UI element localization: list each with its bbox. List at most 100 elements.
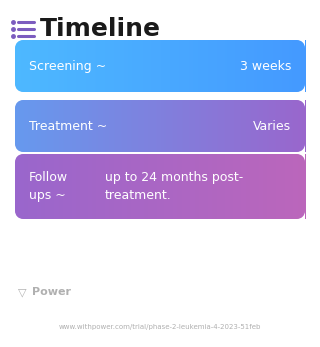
Bar <box>86 100 88 152</box>
Bar <box>282 40 284 92</box>
Bar <box>59 40 60 92</box>
Bar <box>270 100 272 152</box>
Bar <box>112 100 114 152</box>
Bar <box>72 40 74 92</box>
Bar <box>174 154 176 219</box>
Bar <box>202 40 204 92</box>
Wedge shape <box>297 84 305 92</box>
Bar <box>25 40 27 92</box>
Bar <box>209 100 211 152</box>
Bar <box>221 40 223 92</box>
Bar <box>31 154 33 219</box>
Bar <box>100 100 102 152</box>
Bar <box>169 100 171 152</box>
Bar <box>132 154 134 219</box>
Bar <box>163 40 165 92</box>
Bar <box>185 154 187 219</box>
Bar <box>279 40 281 92</box>
Bar <box>292 154 294 219</box>
Bar <box>146 100 148 152</box>
Bar <box>34 40 36 92</box>
Bar <box>266 154 268 219</box>
Bar <box>169 40 171 92</box>
Bar <box>92 100 94 152</box>
Bar <box>143 154 145 219</box>
Bar <box>87 100 90 152</box>
Bar <box>231 154 233 219</box>
Bar <box>130 100 132 152</box>
Bar <box>261 40 263 92</box>
Bar <box>96 154 98 219</box>
Bar <box>297 40 305 48</box>
Bar <box>127 154 129 219</box>
Bar <box>202 100 204 152</box>
Bar <box>40 100 42 152</box>
Bar <box>238 154 240 219</box>
Bar <box>166 154 168 219</box>
Bar <box>41 40 43 92</box>
Bar <box>208 100 210 152</box>
Bar <box>67 154 69 219</box>
Bar <box>153 100 155 152</box>
Bar <box>289 100 291 152</box>
Bar <box>189 154 191 219</box>
Bar <box>291 154 292 219</box>
Bar <box>144 40 146 92</box>
Bar <box>243 154 244 219</box>
Bar <box>277 100 279 152</box>
Bar <box>158 154 161 219</box>
Bar <box>73 100 75 152</box>
Bar <box>50 154 52 219</box>
Bar <box>269 100 271 152</box>
Bar <box>253 40 255 92</box>
Bar <box>261 100 263 152</box>
Bar <box>100 40 102 92</box>
Bar <box>109 100 111 152</box>
Bar <box>146 40 148 92</box>
Bar <box>297 211 305 219</box>
Bar <box>289 154 291 219</box>
Bar <box>44 40 46 92</box>
Bar <box>164 154 166 219</box>
Bar <box>38 100 40 152</box>
Bar <box>177 100 179 152</box>
Bar <box>275 40 276 92</box>
Bar <box>93 100 95 152</box>
Bar <box>228 154 230 219</box>
Bar <box>199 100 201 152</box>
Bar <box>69 154 71 219</box>
Text: 3 weeks: 3 weeks <box>240 59 291 73</box>
Bar <box>240 154 242 219</box>
Bar <box>19 154 21 219</box>
Bar <box>221 154 223 219</box>
Bar <box>128 154 130 219</box>
Bar <box>201 154 203 219</box>
Bar <box>121 154 123 219</box>
Bar <box>95 154 97 219</box>
Bar <box>285 100 287 152</box>
Bar <box>61 40 63 92</box>
Bar <box>267 40 269 92</box>
Bar <box>173 40 175 92</box>
Bar <box>35 100 37 152</box>
Bar <box>134 40 136 92</box>
Bar <box>70 100 72 152</box>
Bar <box>257 154 259 219</box>
Bar <box>48 154 50 219</box>
Wedge shape <box>15 154 23 162</box>
Bar <box>169 154 171 219</box>
Bar <box>253 100 255 152</box>
Bar <box>83 40 85 92</box>
Bar <box>236 100 237 152</box>
Bar <box>147 100 149 152</box>
Bar <box>179 154 181 219</box>
Bar <box>234 154 236 219</box>
Bar <box>206 154 208 219</box>
Bar <box>154 154 156 219</box>
Bar <box>244 40 246 92</box>
Bar <box>96 100 98 152</box>
Bar <box>177 154 179 219</box>
Bar <box>234 100 236 152</box>
Bar <box>53 40 55 92</box>
Wedge shape <box>15 84 23 92</box>
